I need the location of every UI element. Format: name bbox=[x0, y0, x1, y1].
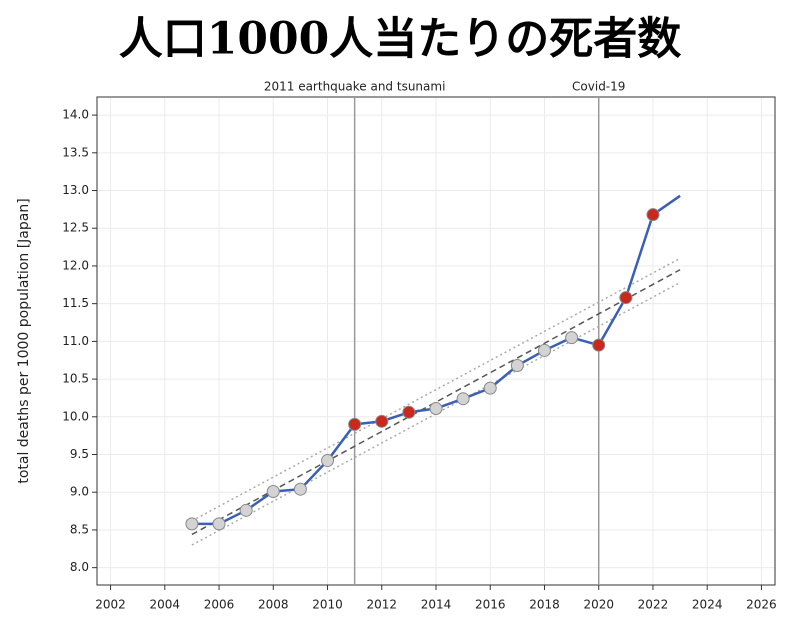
x-tick-label: 2006 bbox=[204, 598, 235, 612]
event-label: 2011 earthquake and tsunami bbox=[264, 80, 446, 94]
data-point bbox=[293, 482, 307, 496]
y-tick-label: 11.5 bbox=[62, 296, 89, 310]
y-tick-label: 12.0 bbox=[62, 258, 89, 272]
data-point bbox=[510, 359, 524, 373]
data-point bbox=[483, 381, 497, 395]
trend-band-upper bbox=[191, 257, 681, 522]
x-tick-label: 2010 bbox=[312, 598, 343, 612]
data-point bbox=[537, 343, 551, 357]
chart-title: 人口1000人当たりの死者数 bbox=[119, 14, 681, 65]
data-point bbox=[592, 338, 606, 352]
y-axis-label: total deaths per 1000 population [Japan] bbox=[16, 198, 32, 483]
data-point bbox=[619, 291, 633, 305]
data-point bbox=[185, 517, 199, 531]
plot-frame bbox=[96, 96, 776, 586]
y-tick-label: 13.5 bbox=[62, 145, 89, 159]
x-tick-label: 2012 bbox=[366, 598, 397, 612]
x-tick-label: 2014 bbox=[421, 598, 452, 612]
data-point bbox=[348, 417, 362, 431]
data-point bbox=[646, 208, 660, 222]
x-tick-label: 2004 bbox=[150, 598, 181, 612]
data-point bbox=[212, 517, 226, 531]
x-tick-label: 2016 bbox=[475, 598, 506, 612]
data-point bbox=[456, 392, 470, 406]
data-point bbox=[375, 414, 389, 428]
x-tick-label: 2020 bbox=[583, 598, 614, 612]
trend-band-lower bbox=[191, 281, 681, 546]
x-tick-label: 2026 bbox=[746, 598, 777, 612]
y-tick-label: 12.5 bbox=[62, 221, 89, 235]
data-point bbox=[429, 402, 443, 416]
data-point bbox=[321, 454, 335, 468]
event-label: Covid-19 bbox=[572, 80, 625, 94]
y-tick-label: 10.5 bbox=[62, 372, 89, 386]
y-tick-label: 9.5 bbox=[70, 447, 89, 461]
data-point bbox=[266, 484, 280, 498]
y-tick-label: 8.0 bbox=[70, 560, 89, 574]
x-tick-label: 2018 bbox=[529, 598, 560, 612]
x-tick-label: 2008 bbox=[258, 598, 289, 612]
y-tick-label: 14.0 bbox=[62, 108, 89, 122]
x-tick-label: 2024 bbox=[692, 598, 723, 612]
y-tick-label: 13.0 bbox=[62, 183, 89, 197]
x-tick-label: 2002 bbox=[95, 598, 126, 612]
x-tick-label: 2022 bbox=[638, 598, 669, 612]
y-tick-label: 8.5 bbox=[70, 522, 89, 536]
data-point bbox=[239, 503, 253, 517]
data-point bbox=[565, 331, 579, 345]
data-point bbox=[402, 405, 416, 419]
y-tick-label: 10.0 bbox=[62, 409, 89, 423]
y-tick-label: 11.0 bbox=[62, 334, 89, 348]
y-tick-label: 9.0 bbox=[70, 485, 89, 499]
